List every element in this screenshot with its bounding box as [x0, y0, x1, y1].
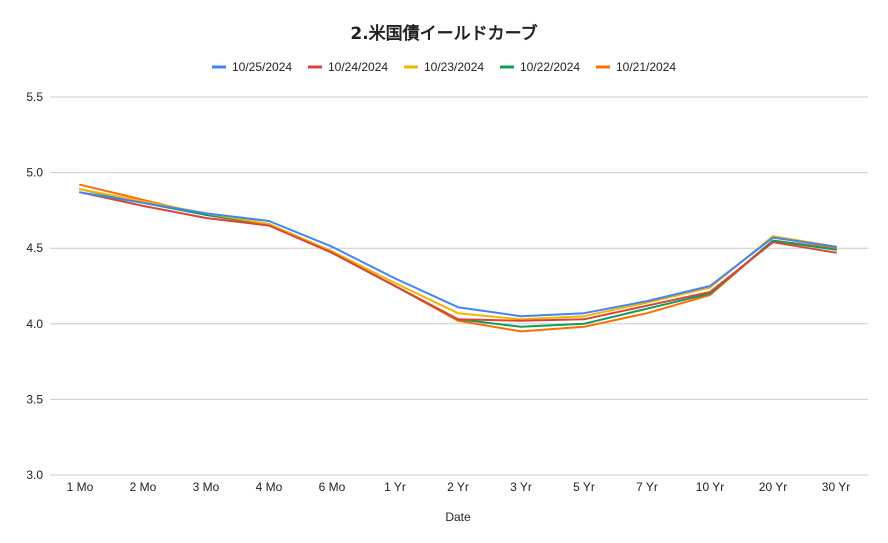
- y-axis-tick-labels: 3.0 3.5 4.0 4.5 5.0 5.5: [26, 90, 43, 482]
- legend-item: 10/25/2024: [212, 60, 292, 74]
- x-axis-title: Date: [445, 510, 471, 524]
- series-line-10-25-2024: [79, 191, 837, 318]
- x-tick-label: 3 Yr: [510, 480, 532, 494]
- y-tick-label: 5.5: [26, 90, 43, 104]
- y-tick-label: 3.5: [26, 392, 43, 406]
- x-tick-label: 3 Mo: [193, 480, 220, 494]
- legend-item: 10/24/2024: [308, 60, 388, 74]
- x-tick-label: 5 Yr: [573, 480, 595, 494]
- x-tick-label: 2 Mo: [130, 480, 157, 494]
- series-line-10-23-2024: [79, 188, 837, 321]
- x-tick-label: 2 Yr: [447, 480, 469, 494]
- legend-label: 10/24/2024: [328, 60, 388, 74]
- legend-label: 10/25/2024: [232, 60, 292, 74]
- series-line-10-24-2024: [79, 191, 837, 322]
- series-line-10-21-2024: [79, 183, 837, 333]
- x-axis-tick-labels: 1 Mo 2 Mo 3 Mo 4 Mo 6 Mo 1 Yr 2 Yr 3 Yr 5 Yr 7 Yr…: [67, 480, 851, 494]
- chart-legend: 10/25/2024 10/24/2024 10/23/2024 10/22/2024…: [212, 60, 676, 74]
- y-tick-label: 4.0: [26, 317, 43, 331]
- x-tick-label: 10 Yr: [696, 480, 724, 494]
- legend-item: 10/22/2024: [500, 60, 580, 74]
- legend-label: 10/21/2024: [616, 60, 676, 74]
- y-tick-label: 4.5: [26, 241, 43, 255]
- x-tick-label: 6 Mo: [319, 480, 346, 494]
- legend-label: 10/22/2024: [520, 60, 580, 74]
- y-tick-label: 3.0: [26, 468, 43, 482]
- x-tick-label: 4 Mo: [256, 480, 283, 494]
- legend-item: 10/21/2024: [596, 60, 676, 74]
- x-tick-label: 20 Yr: [759, 480, 787, 494]
- chart-title: 2.米国債イールドカーブ: [350, 23, 537, 44]
- x-tick-label: 1 Yr: [384, 480, 406, 494]
- x-tick-label: 1 Mo: [67, 480, 94, 494]
- x-tick-label: 7 Yr: [636, 480, 658, 494]
- x-tick-label: 30 Yr: [822, 480, 850, 494]
- legend-item: 10/23/2024: [404, 60, 484, 74]
- legend-label: 10/23/2024: [424, 60, 484, 74]
- series-lines: [79, 183, 837, 333]
- y-gridlines: [50, 96, 868, 476]
- y-tick-label: 5.0: [26, 166, 43, 180]
